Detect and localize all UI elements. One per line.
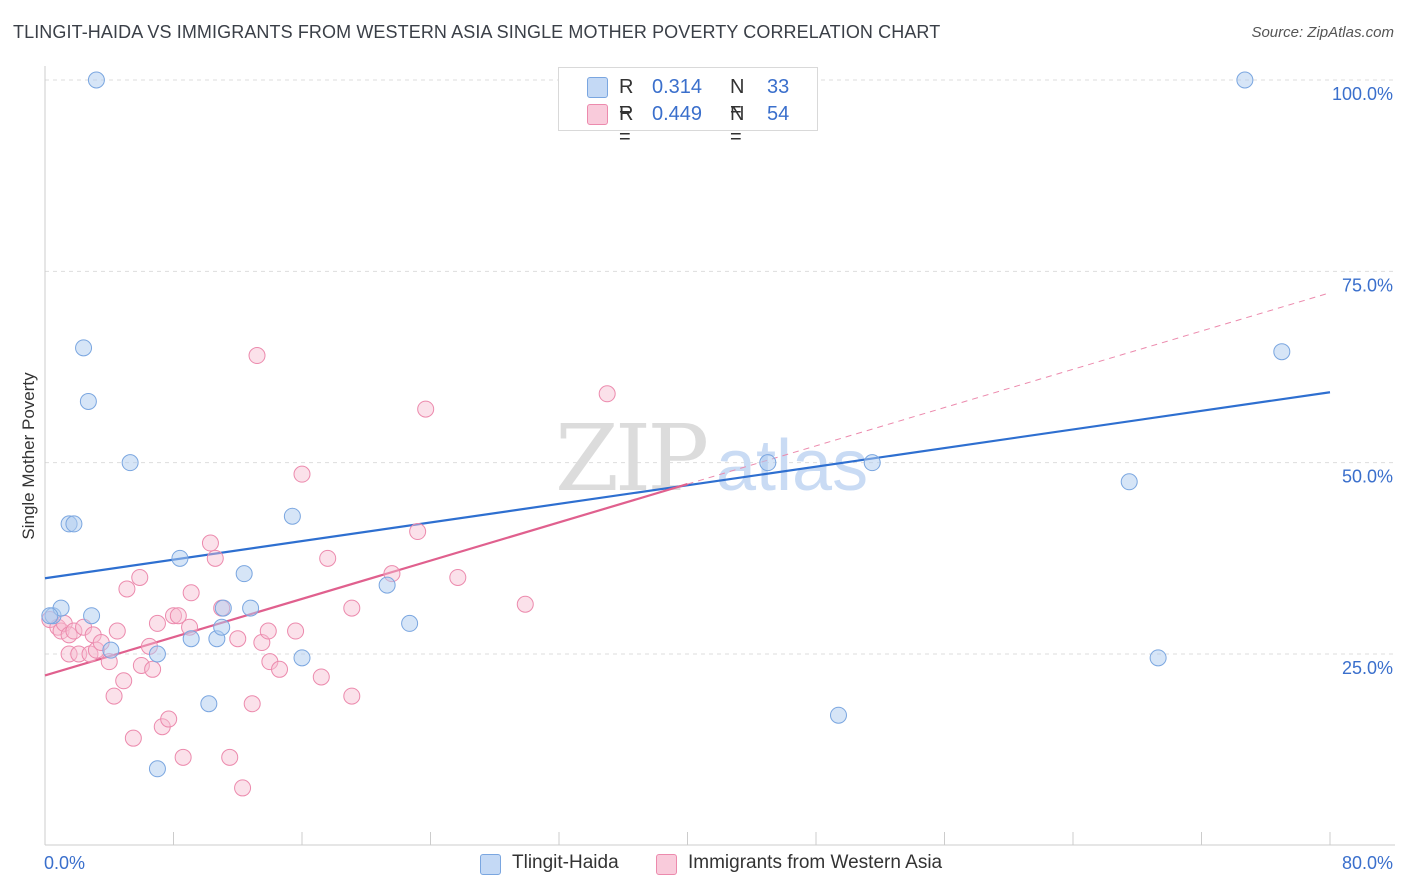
watermark-zip: ZIP [555,405,706,512]
data-point-immigrants [206,549,224,567]
legend-n-value: 54 [767,103,790,125]
legend-r-value: 0.314 [652,76,703,98]
data-point-immigrants [131,568,149,586]
data-point-immigrants [343,687,361,705]
data-point-immigrants [174,748,192,766]
data-point-immigrants [293,465,311,483]
data-point-immigrants [417,400,435,418]
data-point-tlingit-haida [283,507,301,525]
trendline-immigrants [44,483,688,677]
data-point-immigrants [160,710,178,728]
data-point-immigrants [229,630,247,648]
data-point-tlingit-haida [401,614,419,632]
data-point-immigrants [60,645,78,663]
legend-swatch-blue [587,77,608,98]
data-point-immigrants [124,729,142,747]
legend-r-label: R = [619,103,634,148]
data-point-tlingit-haida [148,645,166,663]
legend-n-label: N = [730,103,745,148]
data-point-immigrants [65,622,83,640]
data-point-immigrants [598,385,616,403]
data-point-immigrants [319,549,337,567]
data-point-immigrants [221,748,239,766]
y-tick-label: 75.0% [1342,275,1393,295]
data-point-tlingit-haida [148,760,166,778]
data-point-immigrants [165,607,182,625]
data-point-tlingit-haida [829,706,847,724]
legend-n-value: 33 [767,76,790,98]
data-point-tlingit-haida [214,599,232,617]
data-point-tlingit-haida [171,549,189,567]
chart-title: TLINGIT-HAIDA VS IMMIGRANTS FROM WESTERN… [13,22,941,42]
data-point-tlingit-haida [293,649,311,667]
bottom-legend-label: Immigrants from Western Asia [688,852,943,873]
watermark-atlas: atlas [716,426,868,506]
data-point-tlingit-haida [182,630,200,648]
data-point-tlingit-haida [759,454,777,472]
data-point-tlingit-haida [87,71,105,89]
data-point-immigrants [248,347,266,365]
data-point-tlingit-haida [1273,343,1291,361]
data-point-immigrants [144,660,162,678]
data-point-immigrants [287,622,305,640]
source-attribution: Source: ZipAtlas.com [1251,24,1394,41]
x-tick-label: 80.0% [1342,853,1393,873]
data-point-tlingit-haida [41,607,59,625]
data-point-immigrants [271,660,289,678]
data-point-immigrants [115,672,133,690]
data-point-immigrants [343,599,361,617]
y-tick-label: 25.0% [1342,658,1393,678]
data-point-tlingit-haida [83,607,101,625]
data-point-immigrants [105,687,123,705]
data-point-tlingit-haida [102,641,120,659]
data-point-immigrants [243,695,261,713]
data-point-tlingit-haida [863,454,881,472]
data-point-immigrants [182,584,200,602]
legend-r-label: R = [619,76,634,121]
y-tick-label: 100.0% [1332,84,1393,104]
data-point-tlingit-haida [1120,473,1138,491]
data-point-tlingit-haida [1236,71,1254,89]
y-tick-label: 50.0% [1342,467,1393,487]
data-point-tlingit-haida [200,695,218,713]
data-point-immigrants [449,568,467,586]
data-point-immigrants [516,595,534,613]
data-point-tlingit-haida [79,392,97,410]
data-point-immigrants [169,607,187,625]
data-point-immigrants [132,656,150,674]
data-point-immigrants [312,668,330,686]
data-point-immigrants [118,580,136,598]
data-point-immigrants [234,779,252,797]
data-point-tlingit-haida [75,339,93,357]
zipatlas-watermark: ZIP atlas [555,405,868,512]
bottom-legend-label: Tlingit-Haida [512,852,619,873]
data-point-immigrants [148,614,166,632]
legend-n-label: N = [730,76,745,121]
legend-swatch-pink [587,104,608,125]
bottom-legend-swatch-blue [480,854,501,875]
data-point-tlingit-haida [1149,649,1167,667]
data-point-tlingit-haida [213,618,231,636]
data-point-immigrants [259,622,277,640]
legend-r-value: 0.449 [652,103,703,125]
data-point-tlingit-haida [242,599,260,617]
data-point-tlingit-haida [65,515,83,533]
trendline-tlingit-haida [44,391,1331,580]
data-point-immigrants [201,534,219,552]
y-axis-label: Single Mother Poverty [19,372,38,540]
data-point-tlingit-haida [378,576,396,594]
data-point-immigrants [108,622,126,640]
data-point-tlingit-haida [235,565,253,583]
bottom-legend-swatch-pink [656,854,677,875]
x-tick-label: 0.0% [44,853,85,873]
data-point-immigrants [409,523,427,541]
correlation-legend: R = 0.314 N = 33 R = 0.449 N = 54 [558,67,818,148]
trendline-immigrants-extension [687,292,1331,485]
data-point-tlingit-haida [121,454,139,472]
